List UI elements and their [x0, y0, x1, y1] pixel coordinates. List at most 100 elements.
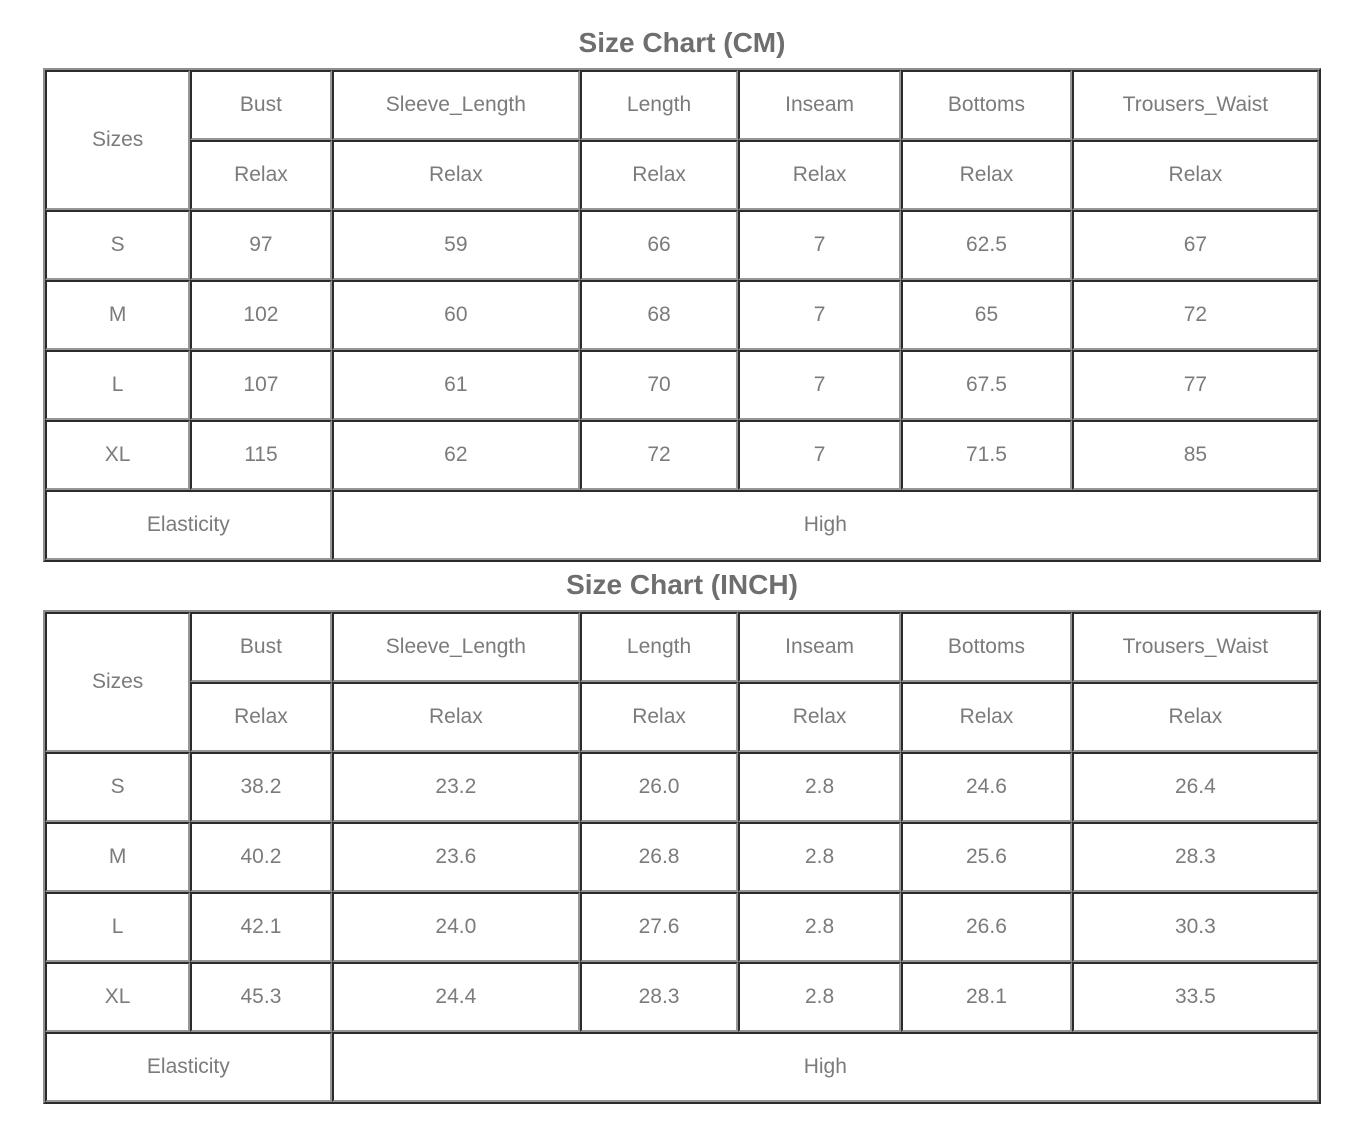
table-row: M 40.2 23.6 26.8 2.8 25.6 28.3 [45, 822, 1319, 892]
column-header-bottoms: Bottoms [901, 70, 1072, 140]
value-cell: 33.5 [1071, 962, 1319, 1032]
column-header-inseam: Inseam [738, 70, 902, 140]
column-header-length: Length [580, 612, 739, 682]
value-cell: 70 [580, 350, 739, 420]
footer-row: Elasticity High [45, 1032, 1319, 1102]
value-cell: 38.2 [190, 752, 332, 822]
size-label: XL [45, 420, 191, 490]
column-header-bottoms: Bottoms [901, 612, 1072, 682]
value-cell: 67 [1071, 210, 1319, 280]
value-cell: 59 [331, 210, 581, 280]
fit-row: Relax Relax Relax Relax Relax Relax [45, 140, 1319, 210]
fit-cell: Relax [1071, 140, 1319, 210]
value-cell: 65 [901, 280, 1072, 350]
header-row: Sizes Bust Sleeve_Length Length Inseam B… [45, 70, 1319, 210]
sizes-corner-header: Sizes [45, 612, 191, 752]
fit-cell: Relax [738, 682, 902, 752]
column-header-inseam: Inseam [738, 612, 902, 682]
fit-cell: Relax [580, 682, 739, 752]
size-label: M [45, 822, 191, 892]
value-cell: 23.6 [331, 822, 581, 892]
value-cell: 60 [331, 280, 581, 350]
value-cell: 7 [738, 280, 902, 350]
fit-row: Relax Relax Relax Relax Relax Relax [45, 682, 1319, 752]
value-cell: 72 [1071, 280, 1319, 350]
table-title-inch: Size Chart (INCH) [566, 569, 798, 600]
value-cell: 24.6 [901, 752, 1072, 822]
size-label: XL [45, 962, 191, 1032]
elasticity-value: High [331, 1032, 1319, 1102]
fit-cell: Relax [190, 682, 332, 752]
fit-cell: Relax [190, 140, 332, 210]
value-cell: 115 [190, 420, 332, 490]
table-row: S 38.2 23.2 26.0 2.8 24.6 26.4 [45, 752, 1319, 822]
header-row: Sizes Bust Sleeve_Length Length Inseam B… [45, 612, 1319, 752]
value-cell: 28.3 [1071, 822, 1319, 892]
value-cell: 27.6 [580, 892, 739, 962]
value-cell: 40.2 [190, 822, 332, 892]
value-cell: 62 [331, 420, 581, 490]
size-label: S [45, 210, 191, 280]
value-cell: 26.8 [580, 822, 739, 892]
table-row: S 97 59 66 7 62.5 67 [45, 210, 1319, 280]
value-cell: 26.0 [580, 752, 739, 822]
value-cell: 24.0 [331, 892, 581, 962]
table-row: XL 45.3 24.4 28.3 2.8 28.1 33.5 [45, 962, 1319, 1032]
size-label: L [45, 892, 191, 962]
table-row: L 42.1 24.0 27.6 2.8 26.6 30.3 [45, 892, 1319, 962]
sizes-corner-header: Sizes [45, 70, 191, 210]
value-cell: 7 [738, 210, 902, 280]
fit-cell: Relax [331, 682, 581, 752]
column-header-length: Length [580, 70, 739, 140]
value-cell: 61 [331, 350, 581, 420]
value-cell: 102 [190, 280, 332, 350]
fit-cell: Relax [738, 140, 902, 210]
value-cell: 85 [1071, 420, 1319, 490]
value-cell: 77 [1071, 350, 1319, 420]
size-chart-table-cm: Sizes Bust Sleeve_Length Length Inseam B… [43, 68, 1321, 562]
size-chart-page: Size Chart (CM) Sizes Bust Sleeve_Length… [43, 27, 1321, 1104]
fit-cell: Relax [580, 140, 739, 210]
size-label: M [45, 280, 191, 350]
value-cell: 24.4 [331, 962, 581, 1032]
value-cell: 67.5 [901, 350, 1072, 420]
fit-cell: Relax [331, 140, 581, 210]
value-cell: 30.3 [1071, 892, 1319, 962]
fit-cell: Relax [901, 682, 1072, 752]
value-cell: 71.5 [901, 420, 1072, 490]
table-row: L 107 61 70 7 67.5 77 [45, 350, 1319, 420]
footer-row: Elasticity High [45, 490, 1319, 560]
value-cell: 25.6 [901, 822, 1072, 892]
column-header-sleeve-length: Sleeve_Length [331, 70, 581, 140]
column-header-sleeve-length: Sleeve_Length [331, 612, 581, 682]
column-header-bust: Bust [190, 70, 332, 140]
elasticity-label: Elasticity [45, 1032, 332, 1102]
value-cell: 28.3 [580, 962, 739, 1032]
value-cell: 97 [190, 210, 332, 280]
elasticity-label: Elasticity [45, 490, 332, 560]
value-cell: 26.4 [1071, 752, 1319, 822]
table-row: XL 115 62 72 7 71.5 85 [45, 420, 1319, 490]
size-label: S [45, 752, 191, 822]
value-cell: 66 [580, 210, 739, 280]
value-cell: 7 [738, 350, 902, 420]
value-cell: 2.8 [738, 822, 902, 892]
fit-cell: Relax [1071, 682, 1319, 752]
fit-cell: Relax [901, 140, 1072, 210]
elasticity-value: High [331, 490, 1319, 560]
value-cell: 45.3 [190, 962, 332, 1032]
value-cell: 28.1 [901, 962, 1072, 1032]
value-cell: 2.8 [738, 962, 902, 1032]
value-cell: 72 [580, 420, 739, 490]
value-cell: 62.5 [901, 210, 1072, 280]
value-cell: 26.6 [901, 892, 1072, 962]
value-cell: 7 [738, 420, 902, 490]
column-header-bust: Bust [190, 612, 332, 682]
column-header-trousers-waist: Trousers_Waist [1071, 70, 1319, 140]
size-label: L [45, 350, 191, 420]
column-header-trousers-waist: Trousers_Waist [1071, 612, 1319, 682]
size-chart-table-inch: Sizes Bust Sleeve_Length Length Inseam B… [43, 610, 1321, 1104]
value-cell: 68 [580, 280, 739, 350]
value-cell: 107 [190, 350, 332, 420]
value-cell: 42.1 [190, 892, 332, 962]
